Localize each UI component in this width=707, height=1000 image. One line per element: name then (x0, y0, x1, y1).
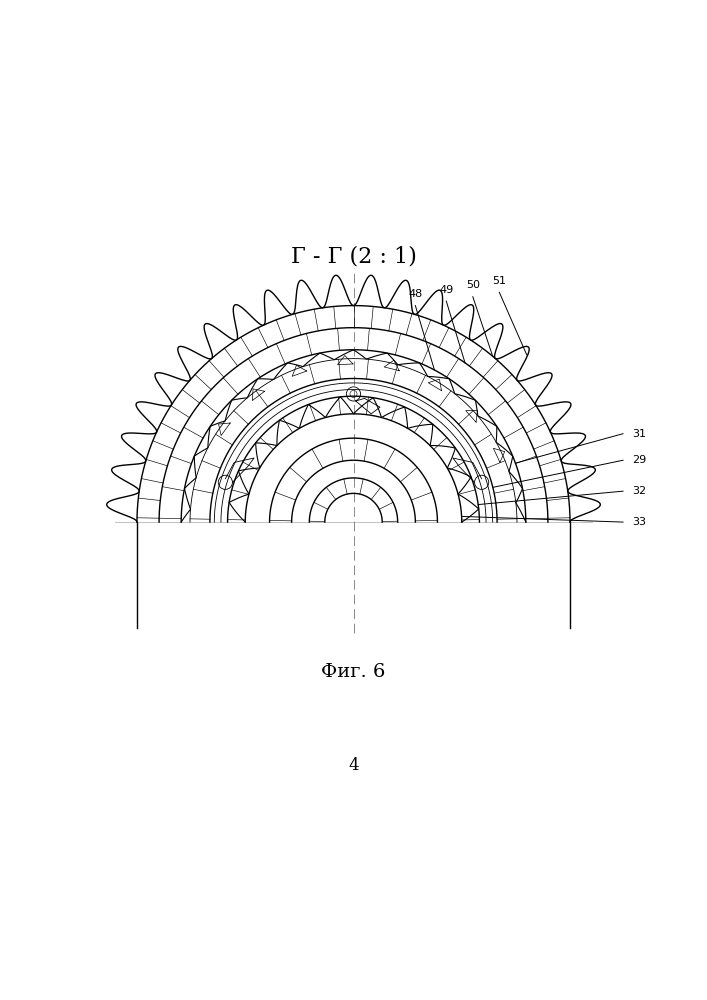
Text: Фиг. 6: Фиг. 6 (321, 663, 386, 681)
Text: 29: 29 (632, 455, 646, 465)
Text: 31: 31 (632, 429, 646, 439)
Text: 48: 48 (408, 289, 423, 299)
Text: 4: 4 (348, 757, 359, 774)
Text: 32: 32 (632, 486, 646, 496)
Text: Г - Г (2 : 1): Г - Г (2 : 1) (291, 246, 416, 268)
Text: 49: 49 (439, 285, 453, 295)
Text: 33: 33 (632, 517, 646, 527)
Text: 51: 51 (492, 276, 506, 286)
Text: 50: 50 (466, 280, 480, 290)
